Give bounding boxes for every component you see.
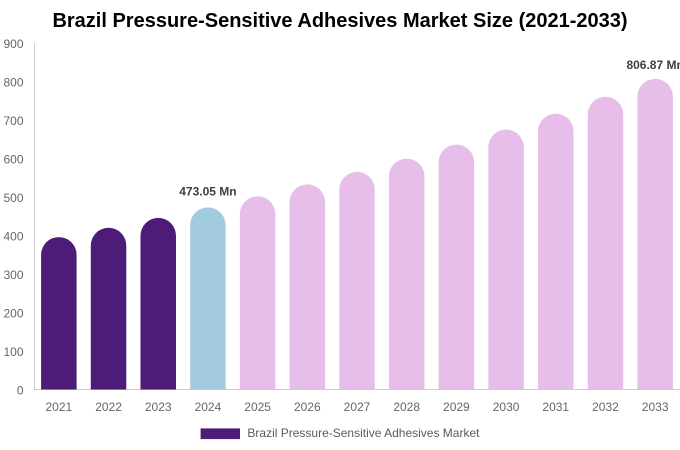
svg-text:900: 900 xyxy=(3,37,23,51)
svg-text:700: 700 xyxy=(3,114,23,128)
svg-text:2031: 2031 xyxy=(542,400,569,414)
svg-text:2022: 2022 xyxy=(95,400,122,414)
svg-text:500: 500 xyxy=(3,191,23,205)
svg-text:400: 400 xyxy=(3,229,23,243)
svg-text:2030: 2030 xyxy=(493,400,520,414)
svg-text:0: 0 xyxy=(17,383,24,397)
svg-text:2027: 2027 xyxy=(344,400,371,414)
svg-text:806.87 Mn: 806.87 Mn xyxy=(626,58,680,72)
svg-text:473.05 Mn: 473.05 Mn xyxy=(179,185,236,199)
svg-text:2032: 2032 xyxy=(592,400,619,414)
svg-text:2025: 2025 xyxy=(244,400,271,414)
svg-text:200: 200 xyxy=(3,306,23,320)
svg-text:Brazil Pressure-Sensitive Adhe: Brazil Pressure-Sensitive Adhesives Mark… xyxy=(247,426,480,440)
svg-text:2033: 2033 xyxy=(642,400,669,414)
svg-text:2028: 2028 xyxy=(393,400,420,414)
svg-text:2024: 2024 xyxy=(195,400,222,414)
svg-text:2021: 2021 xyxy=(45,400,72,414)
svg-text:800: 800 xyxy=(3,75,23,89)
svg-text:2026: 2026 xyxy=(294,400,321,414)
svg-text:100: 100 xyxy=(3,345,23,359)
svg-text:2029: 2029 xyxy=(443,400,470,414)
svg-text:300: 300 xyxy=(3,268,23,282)
svg-text:Brazil Pressure-Sensitive Adhe: Brazil Pressure-Sensitive Adhesives Mark… xyxy=(52,10,627,32)
svg-text:600: 600 xyxy=(3,152,23,166)
svg-text:2023: 2023 xyxy=(145,400,172,414)
